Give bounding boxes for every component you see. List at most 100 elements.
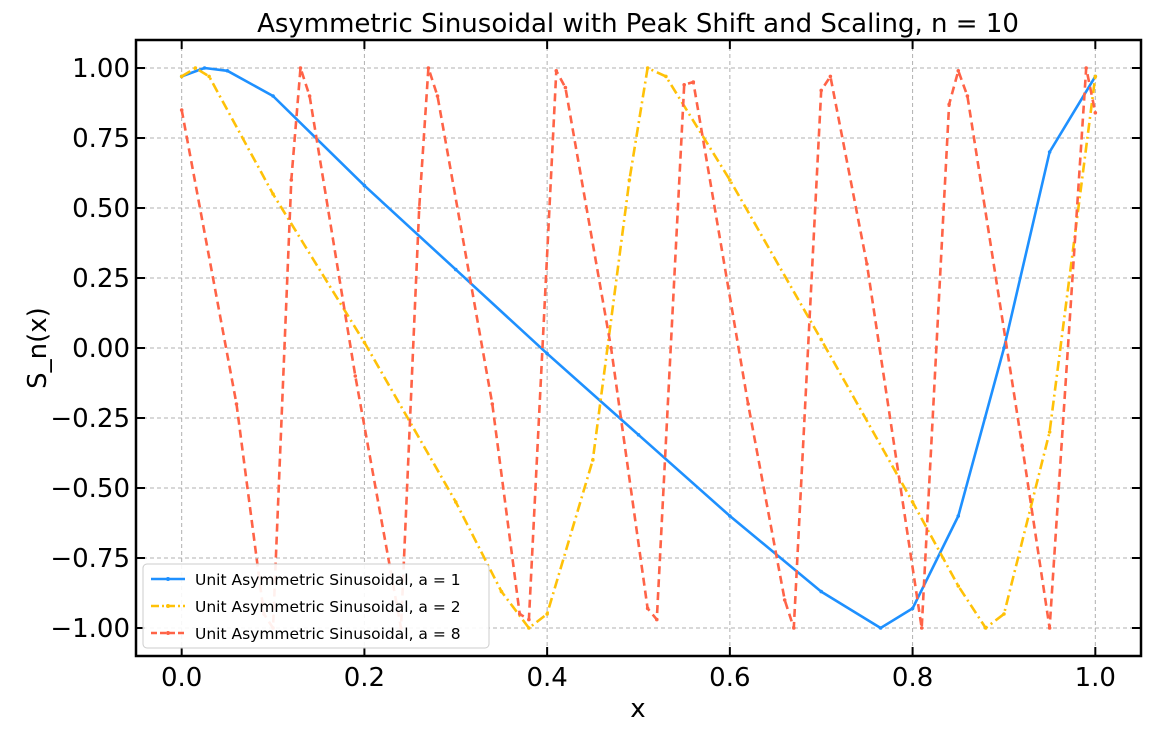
data-point	[1048, 626, 1052, 630]
data-point	[646, 66, 650, 70]
data-point	[728, 178, 732, 182]
data-point	[454, 500, 458, 504]
data-point	[271, 192, 275, 196]
y-tick-label: −0.75	[50, 544, 130, 574]
data-point	[829, 75, 833, 79]
data-point	[194, 66, 198, 70]
data-point	[545, 612, 549, 616]
legend-label: Unit Asymmetric Sinusoidal, a = 1	[195, 571, 461, 589]
data-point	[1084, 66, 1088, 70]
data-point	[664, 75, 668, 79]
y-tick-label: −0.50	[50, 474, 130, 504]
data-point	[819, 590, 823, 594]
data-point	[180, 108, 184, 112]
data-point	[682, 83, 686, 87]
data-point	[1020, 444, 1024, 448]
data-point	[527, 626, 531, 630]
data-point	[207, 75, 211, 79]
data-point	[865, 262, 869, 266]
data-point	[591, 458, 595, 462]
data-point	[554, 69, 558, 73]
y-tick-label: −1.00	[50, 614, 130, 644]
x-tick-label: 0.8	[892, 663, 933, 693]
data-point	[545, 352, 549, 356]
data-point	[299, 66, 303, 70]
x-tick-label: 0.0	[161, 663, 202, 693]
data-point	[1002, 612, 1006, 616]
data-point	[746, 402, 750, 406]
data-point	[911, 607, 915, 611]
data-point	[353, 374, 357, 378]
data-point	[956, 69, 960, 73]
x-tick-label: 1.0	[1075, 663, 1116, 693]
data-point	[1002, 346, 1006, 350]
legend-label: Unit Asymmetric Sinusoidal, a = 2	[195, 598, 461, 616]
data-point	[637, 433, 641, 437]
data-point	[226, 69, 230, 73]
data-point	[363, 341, 367, 345]
data-point	[911, 500, 915, 504]
data-point	[1048, 150, 1052, 154]
data-point	[819, 338, 823, 342]
series-layer	[180, 66, 1097, 630]
legend-marker	[166, 577, 170, 581]
y-tick-label: 1.00	[72, 54, 130, 84]
data-point	[879, 626, 883, 630]
data-point	[783, 598, 787, 602]
data-point	[920, 626, 924, 630]
data-point	[491, 402, 495, 406]
x-tick-label: 0.4	[526, 663, 567, 693]
data-point	[436, 94, 440, 98]
legend-marker	[166, 631, 170, 635]
data-point	[417, 206, 421, 210]
legend-item: Unit Asymmetric Sinusoidal, a = 1	[151, 571, 461, 589]
series-3	[180, 66, 1097, 630]
data-point	[956, 584, 960, 588]
y-tick-label: 0.25	[72, 264, 130, 294]
data-point	[792, 626, 796, 630]
data-point	[628, 178, 632, 182]
chart-title: Asymmetric Sinusoidal with Peak Shift an…	[257, 9, 1019, 39]
legend-item: Unit Asymmetric Sinusoidal, a = 2	[151, 598, 461, 616]
data-point	[609, 346, 613, 350]
legend-item: Unit Asymmetric Sinusoidal, a = 8	[151, 625, 461, 643]
data-point	[655, 618, 659, 622]
data-point	[1094, 111, 1098, 115]
x-axis-label: x	[630, 694, 645, 724]
legend: Unit Asymmetric Sinusoidal, a = 1 Unit As…	[143, 564, 489, 648]
data-point	[235, 402, 239, 406]
y-tick-label: 0.00	[72, 334, 130, 364]
data-point	[180, 75, 184, 79]
data-point	[956, 514, 960, 518]
legend-marker	[166, 604, 170, 608]
data-point	[692, 80, 696, 84]
data-point	[518, 612, 522, 616]
data-point	[500, 590, 504, 594]
data-point	[271, 94, 275, 98]
data-point	[427, 66, 431, 70]
y-tick-label: 0.75	[72, 124, 130, 154]
data-point	[290, 178, 294, 182]
data-point	[984, 626, 988, 630]
data-point	[646, 607, 650, 611]
data-point	[966, 94, 970, 98]
data-point	[1048, 430, 1052, 434]
data-point	[819, 89, 823, 93]
data-point	[728, 514, 732, 518]
data-point	[203, 66, 207, 70]
x-tick-label: 0.2	[344, 663, 385, 693]
data-point	[1094, 75, 1098, 79]
x-tick-label: 0.6	[709, 663, 750, 693]
y-tick-label: −0.25	[50, 404, 130, 434]
data-point	[308, 94, 312, 98]
y-axis-label: S_n(x)	[23, 307, 53, 389]
data-point	[527, 618, 531, 622]
legend-label: Unit Asymmetric Sinusoidal, a = 8	[195, 625, 461, 643]
data-point	[454, 268, 458, 272]
y-tick-label: 0.50	[72, 194, 130, 224]
data-point	[363, 184, 367, 188]
data-point	[564, 86, 568, 90]
data-point	[947, 103, 951, 107]
